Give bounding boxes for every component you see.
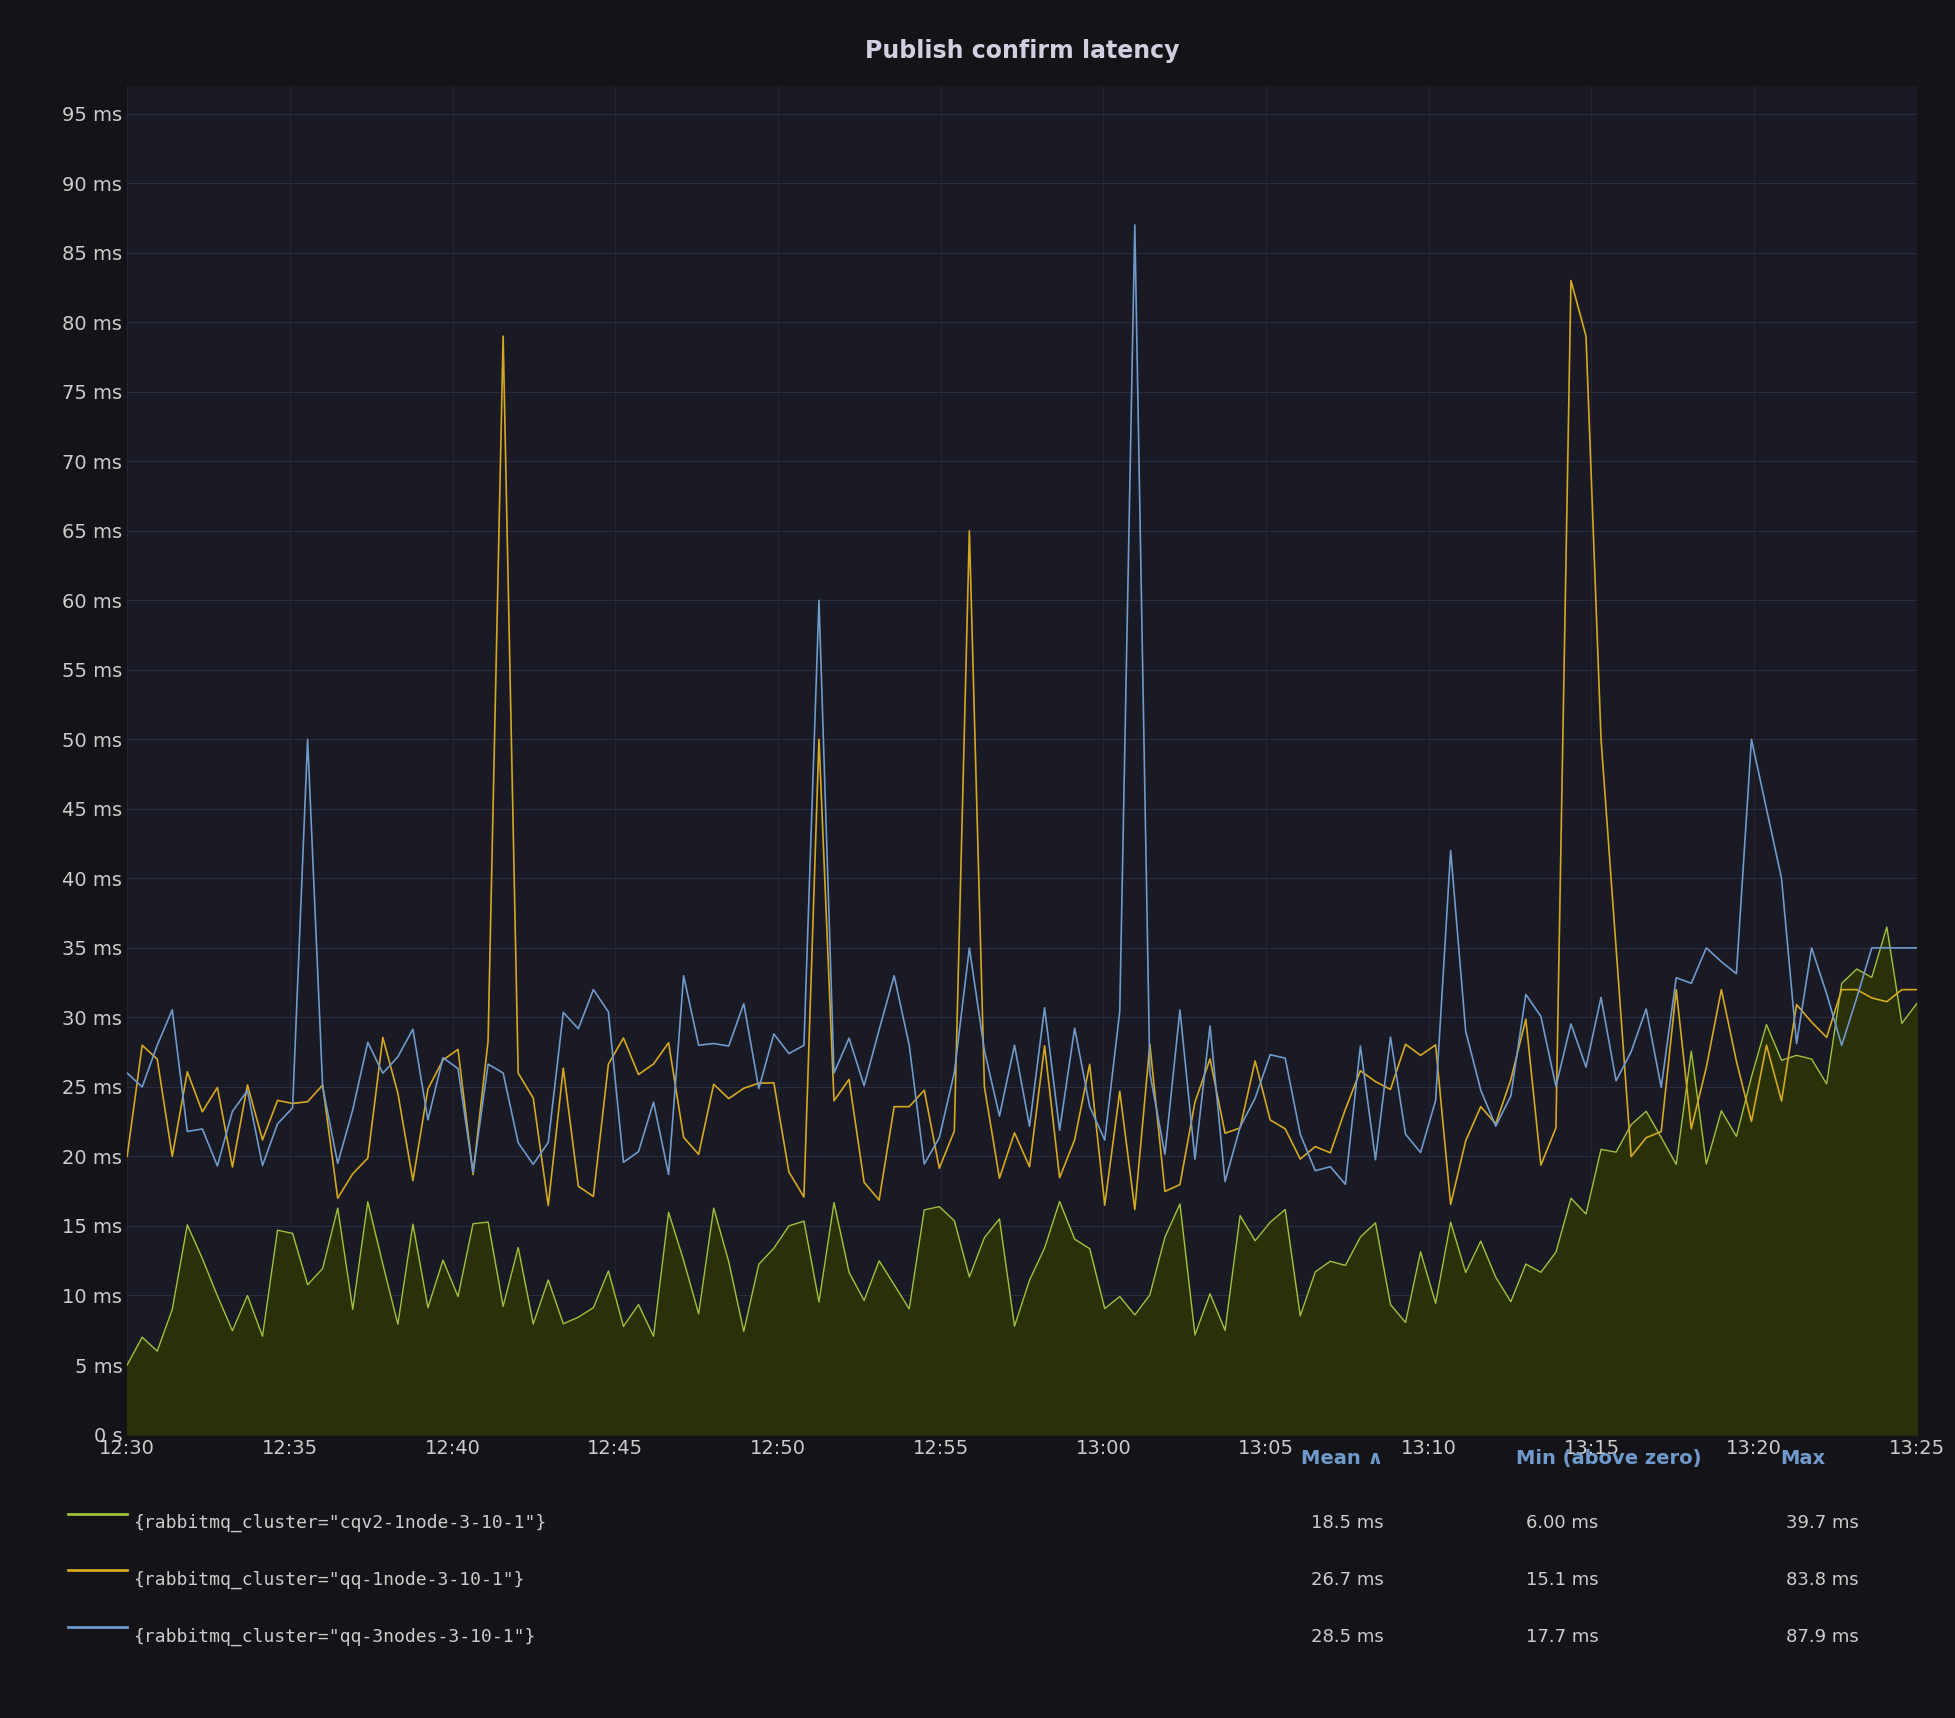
Text: {rabbitmq_cluster="qq-1node-3-10-1"}: {rabbitmq_cluster="qq-1node-3-10-1"} — [133, 1570, 524, 1589]
Text: 18.5 ms: 18.5 ms — [1310, 1515, 1382, 1532]
Text: 6.00 ms: 6.00 ms — [1525, 1515, 1597, 1532]
Text: 83.8 ms: 83.8 ms — [1785, 1572, 1857, 1589]
Text: 28.5 ms: 28.5 ms — [1310, 1629, 1382, 1646]
Text: 17.7 ms: 17.7 ms — [1525, 1629, 1597, 1646]
Text: Min (above zero): Min (above zero) — [1515, 1448, 1701, 1467]
Title: Publish confirm latency: Publish confirm latency — [864, 40, 1179, 64]
Text: Max: Max — [1779, 1448, 1824, 1467]
Text: 26.7 ms: 26.7 ms — [1310, 1572, 1382, 1589]
Text: 39.7 ms: 39.7 ms — [1785, 1515, 1857, 1532]
Text: 15.1 ms: 15.1 ms — [1525, 1572, 1597, 1589]
Text: {rabbitmq_cluster="qq-3nodes-3-10-1"}: {rabbitmq_cluster="qq-3nodes-3-10-1"} — [133, 1627, 536, 1646]
Text: {rabbitmq_cluster="cqv2-1node-3-10-1"}: {rabbitmq_cluster="cqv2-1node-3-10-1"} — [133, 1514, 545, 1532]
Text: Mean ∧: Mean ∧ — [1300, 1448, 1382, 1467]
Text: 87.9 ms: 87.9 ms — [1785, 1629, 1857, 1646]
